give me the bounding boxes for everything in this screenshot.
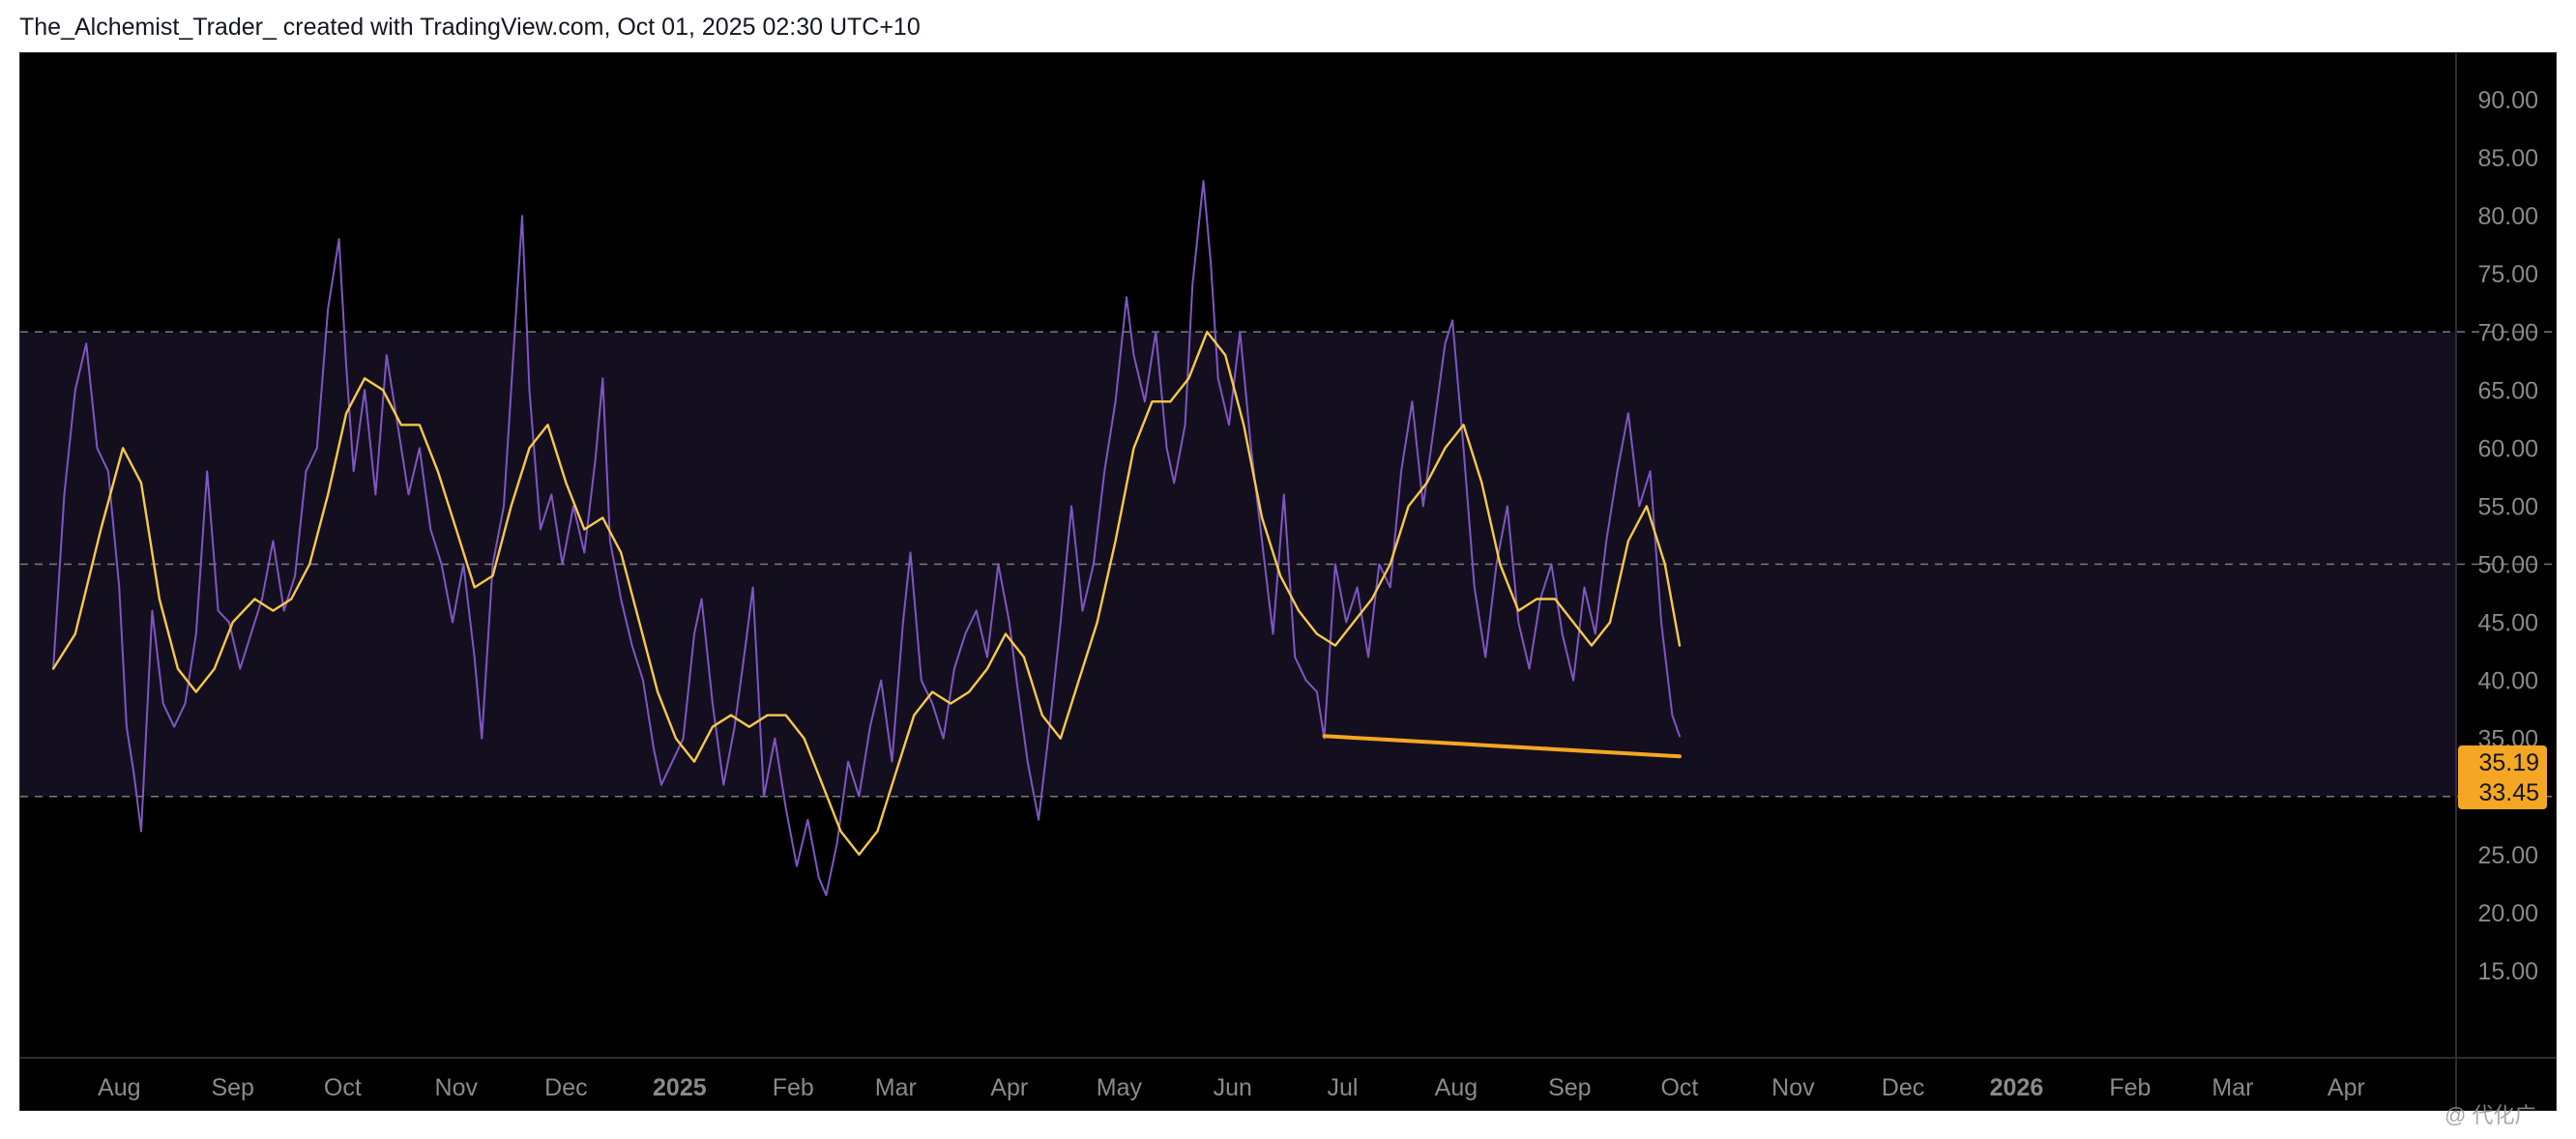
y-tick-label: 65.00 xyxy=(2477,377,2538,404)
x-tick-label: 2026 xyxy=(1990,1074,2044,1101)
y-tick-label: 25.00 xyxy=(2477,842,2538,869)
watermark: @ 代化广 xyxy=(2444,1103,2536,1127)
x-tick-label: Feb xyxy=(773,1074,814,1101)
y-tick-label: 70.00 xyxy=(2477,319,2538,346)
y-tick-label: 15.00 xyxy=(2477,958,2538,985)
x-tick-label: Feb xyxy=(2109,1074,2151,1101)
y-tick-label: 90.00 xyxy=(2477,87,2538,114)
y-tick-label: 55.00 xyxy=(2477,493,2538,520)
chart-header: The_Alchemist_Trader_ created with Tradi… xyxy=(19,14,921,41)
rsi-value-label: 35.19 xyxy=(2478,749,2539,776)
y-tick-label: 80.00 xyxy=(2477,203,2538,230)
x-tick-label: Nov xyxy=(1771,1074,1815,1101)
x-tick-label: Jul xyxy=(1327,1074,1358,1101)
x-tick-label: Oct xyxy=(1660,1074,1698,1101)
x-tick-label: Mar xyxy=(2211,1074,2253,1101)
y-tick-label: 20.00 xyxy=(2477,900,2538,927)
ma-value-label: 33.45 xyxy=(2478,779,2539,806)
x-tick-label: Jun xyxy=(1214,1074,1252,1101)
x-tick-label: Mar xyxy=(875,1074,917,1101)
y-tick-label: 60.00 xyxy=(2477,435,2538,462)
x-tick-label: May xyxy=(1097,1074,1143,1101)
x-tick-label: Oct xyxy=(324,1074,362,1101)
x-tick-label: Apr xyxy=(990,1074,1028,1101)
x-tick-label: Aug xyxy=(1435,1074,1478,1101)
x-tick-label: Nov xyxy=(435,1074,479,1101)
x-tick-label: Dec xyxy=(1882,1074,1924,1101)
price-badge xyxy=(2458,745,2547,809)
x-tick-label: Aug xyxy=(98,1074,140,1101)
support-trendline xyxy=(1322,734,1682,759)
y-tick-label: 50.00 xyxy=(2477,552,2538,579)
rsi-line xyxy=(52,180,1681,896)
x-tick-label: Apr xyxy=(2327,1074,2365,1101)
y-tick-label: 40.00 xyxy=(2477,668,2538,695)
rsi-band xyxy=(20,332,2456,797)
x-tick-label: Sep xyxy=(211,1074,253,1101)
y-tick-label: 75.00 xyxy=(2477,261,2538,288)
rsi-ma-line xyxy=(51,331,1682,856)
y-tick-label: 85.00 xyxy=(2477,145,2538,172)
x-tick-label: Dec xyxy=(544,1074,587,1101)
x-tick-label: Sep xyxy=(1548,1074,1591,1101)
x-tick-label: 2025 xyxy=(653,1074,707,1101)
y-tick-label: 45.00 xyxy=(2477,610,2538,637)
